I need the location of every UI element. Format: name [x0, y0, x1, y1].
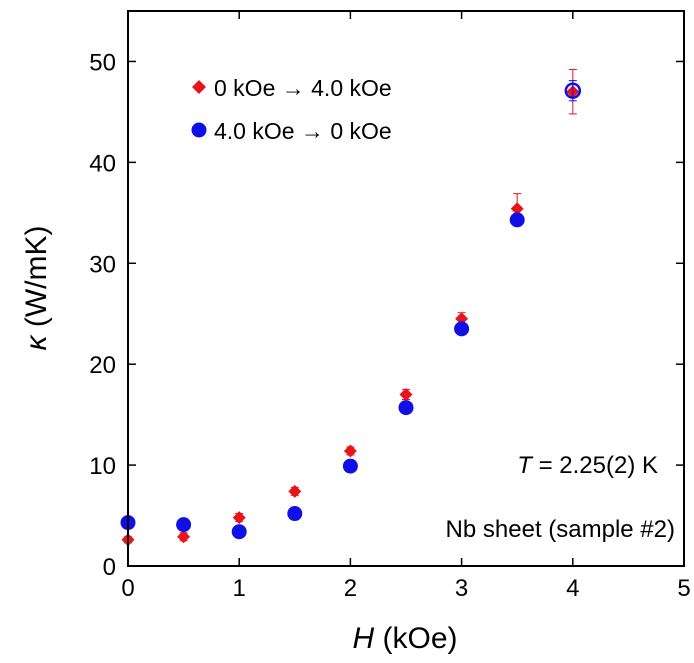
circle-marker [176, 517, 192, 533]
data-point-circle [454, 321, 470, 337]
legend-marker-diamond [192, 80, 206, 94]
legend-marker-circle [191, 122, 207, 138]
data-point-circle [342, 458, 358, 474]
circle-marker [454, 321, 470, 337]
legend-label-down-sweep: 4.0 kOe → 0 kOe [214, 118, 392, 144]
y-tick-label: 50 [89, 49, 116, 76]
data-point-diamond [177, 530, 191, 544]
data-point-diamond [288, 484, 302, 498]
diamond-marker [510, 202, 524, 216]
diamond-marker [288, 484, 302, 498]
circle-marker [398, 400, 414, 416]
circle-marker [287, 506, 303, 522]
temperature-symbol: T [517, 452, 534, 479]
data-point-circle [287, 506, 303, 522]
y-tick-label: 20 [89, 352, 116, 379]
data-point-circle [509, 212, 525, 228]
diamond-marker [232, 511, 246, 525]
y-tick-label: 30 [89, 251, 116, 278]
legend-label-up-sweep: 0 kOe → 4.0 kOe [214, 75, 392, 101]
data-point-diamond [343, 444, 357, 458]
x-tick-label: 4 [566, 575, 579, 602]
x-axis-symbol: H [352, 622, 374, 655]
y-axis-symbol: κ [20, 333, 53, 350]
y-axis-label: κ (W/mK) [20, 226, 53, 351]
y-axis-unit: (W/mK) [20, 226, 53, 336]
data-point-circle [176, 517, 192, 533]
circle-marker [342, 458, 358, 474]
x-tick-label: 0 [121, 575, 134, 602]
temperature-annotation: T = 2.25(2) K [517, 452, 658, 479]
circle-marker [231, 524, 247, 540]
x-tick-label: 1 [233, 575, 246, 602]
data-point-circle [564, 80, 582, 102]
diamond-marker [177, 530, 191, 544]
x-tick-label: 3 [455, 575, 468, 602]
diamond-marker [343, 444, 357, 458]
y-tick-label: 40 [89, 150, 116, 177]
x-tick-label: 5 [677, 575, 690, 602]
data-points [120, 69, 582, 547]
y-tick-label: 0 [103, 554, 116, 581]
x-axis-unit: (kOe) [374, 622, 457, 655]
temperature-value: = 2.25(2) K [532, 452, 658, 479]
plot-frame [127, 10, 685, 567]
legend: 0 kOe → 4.0 kOe 4.0 kOe → 0 kOe [191, 75, 392, 144]
sample-annotation: Nb sheet (sample #2) [446, 516, 675, 543]
data-point-circle [398, 400, 414, 416]
x-tick-label: 2 [344, 575, 357, 602]
data-point-circle [231, 524, 247, 540]
y-tick-label: 10 [89, 453, 116, 480]
circle-marker [509, 212, 525, 228]
diamond-marker [399, 387, 413, 401]
circle-marker [564, 82, 582, 99]
data-point-diamond [232, 511, 246, 525]
data-point-diamond [399, 387, 413, 401]
diamond-marker [455, 312, 469, 326]
x-axis-label: H (kOe) [352, 622, 457, 655]
